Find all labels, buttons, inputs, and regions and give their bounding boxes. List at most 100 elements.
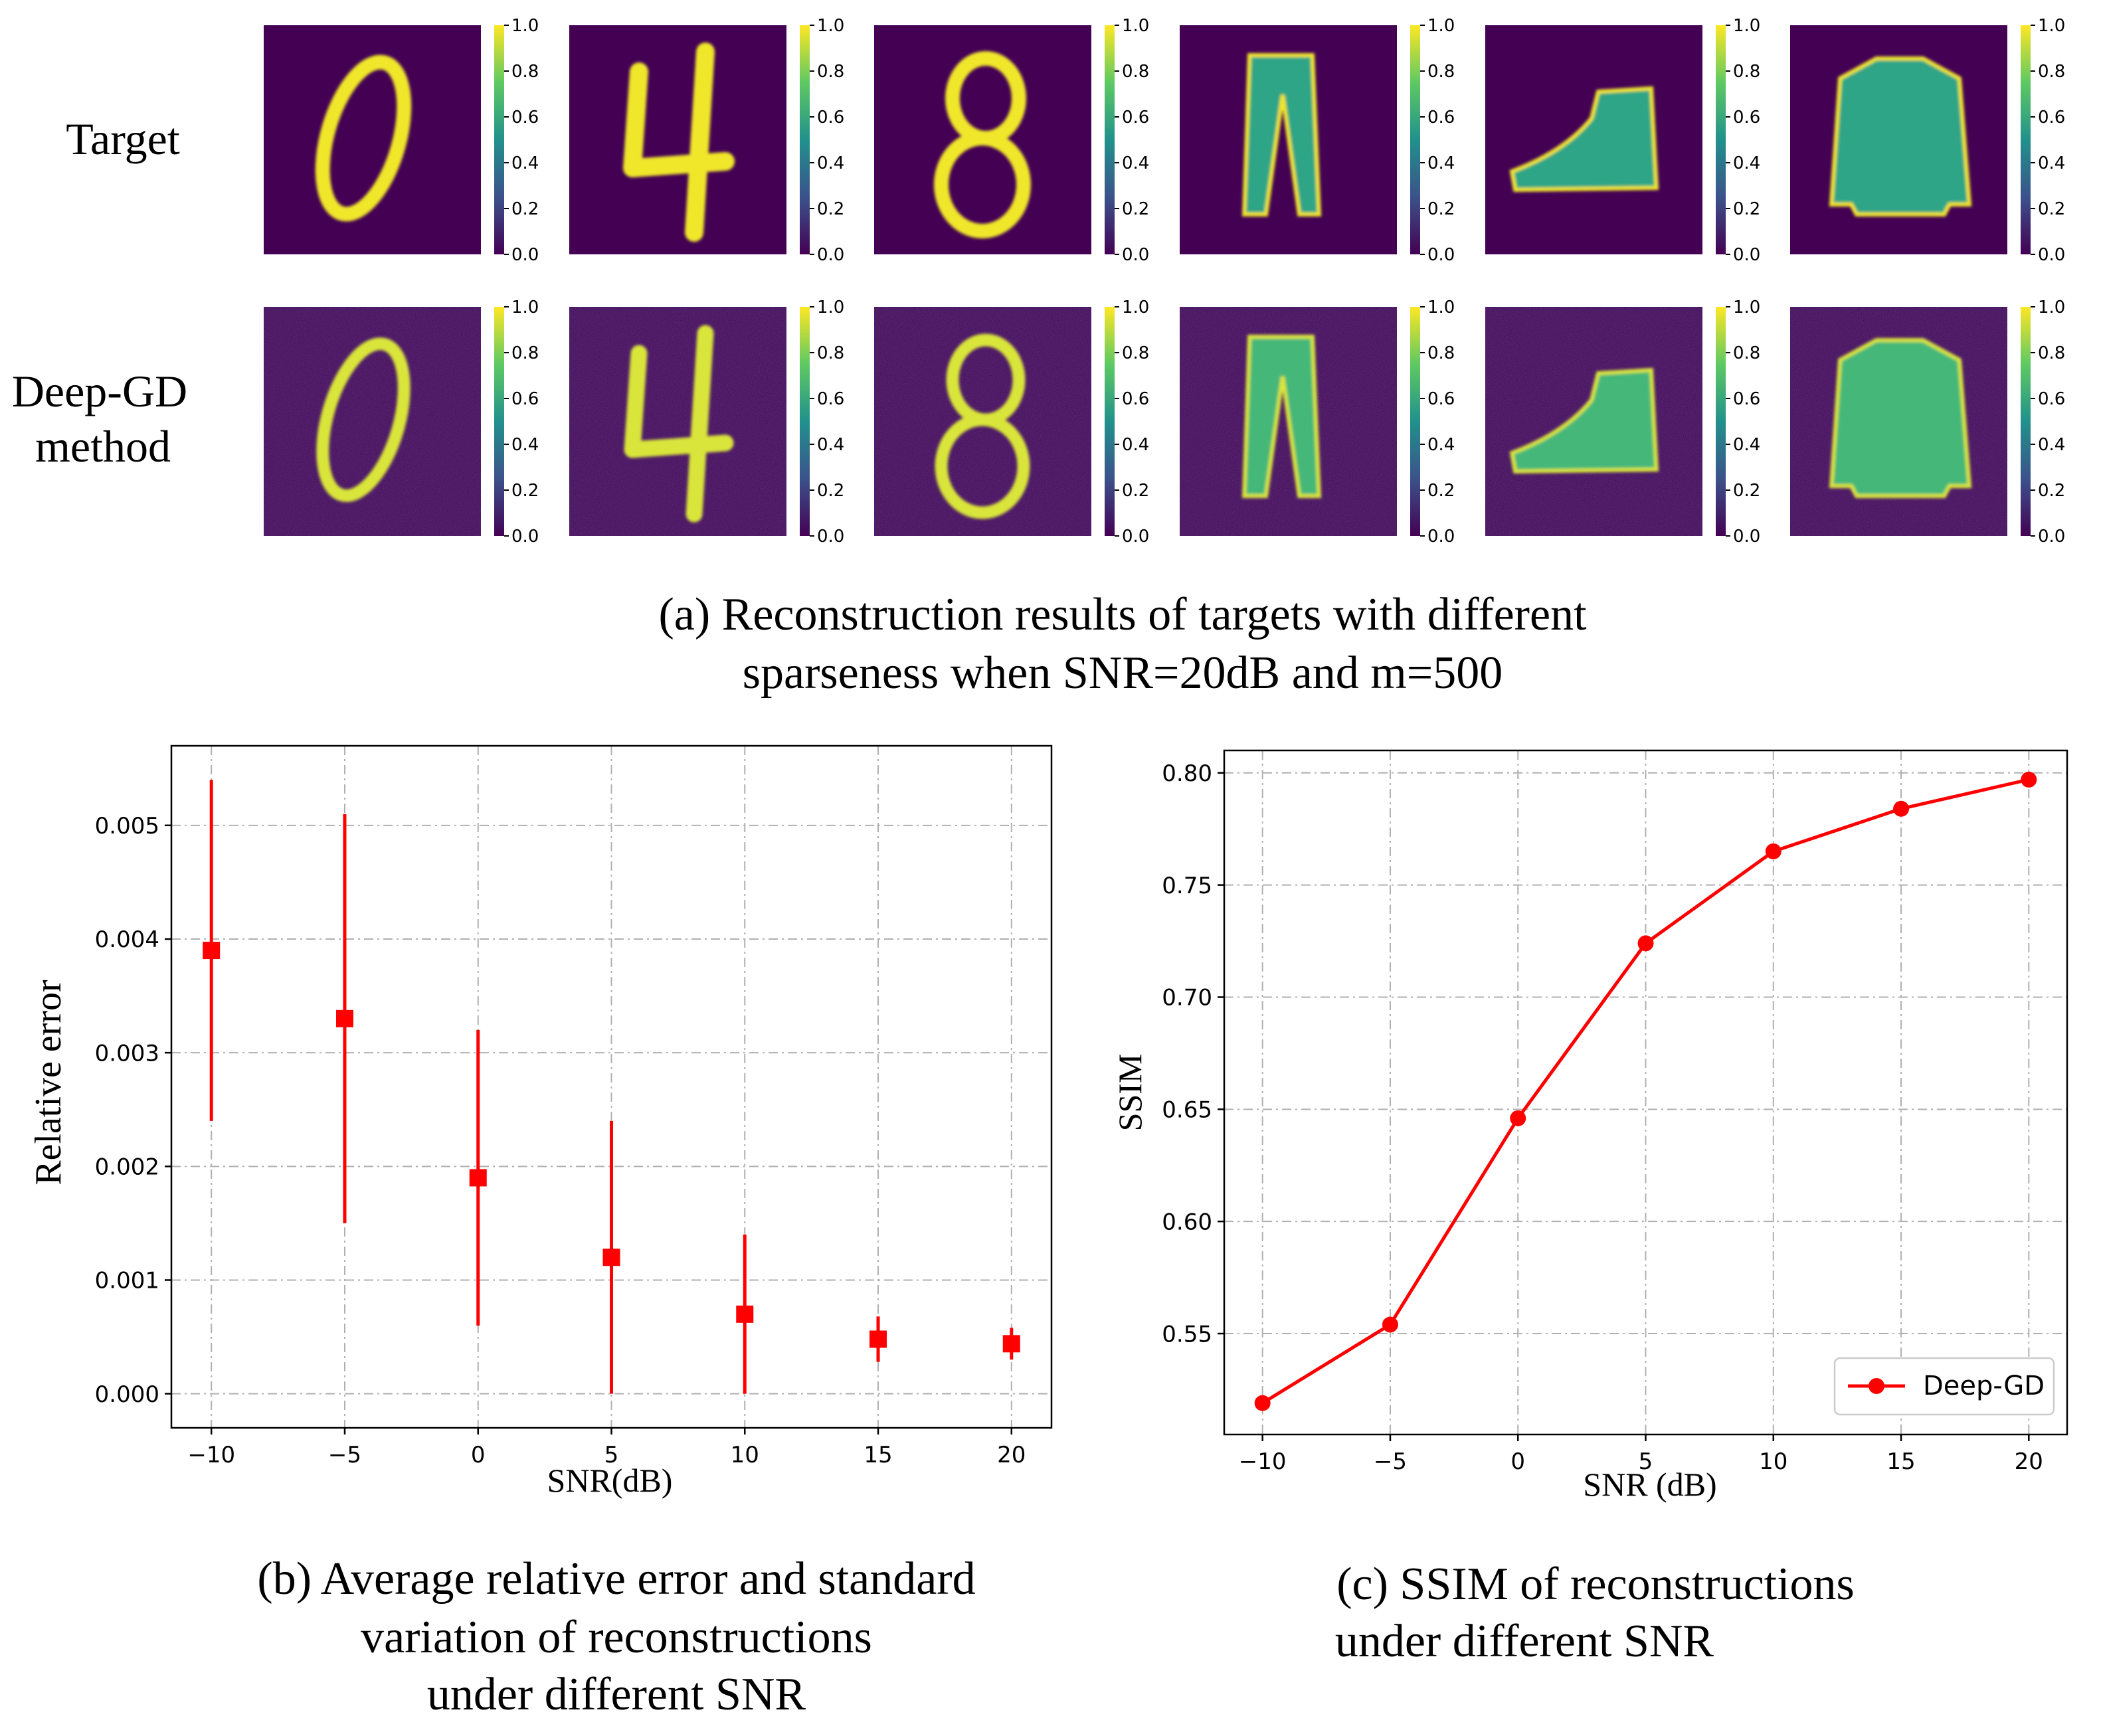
target-digit-0-tile: 0.0 0.2 0.4 0.6 0.8 1.0: [264, 16, 539, 265]
colorbar-tick-label: 0.4: [817, 435, 844, 455]
garment: [1829, 56, 1972, 217]
colorbar-tick-label: 0.2: [1122, 481, 1149, 501]
colorbar: [494, 25, 504, 254]
colorbar-tick-label: 0.6: [1427, 389, 1455, 409]
colorbar-tick-label: 0.8: [2038, 62, 2065, 82]
colorbar-tick-label: 0.6: [1122, 389, 1149, 409]
colorbar-tick-label: 0.4: [2038, 153, 2065, 173]
colorbar: [1105, 307, 1115, 536]
x-tick-label: 20: [2015, 1448, 2043, 1475]
colorbar-tick-label: 0.6: [817, 389, 844, 409]
x-tick-label: −10: [187, 1442, 235, 1468]
colorbar-tick-label: 0.0: [511, 245, 539, 265]
colorbar-tick-label: 1.0: [1427, 298, 1455, 317]
colorbar-tick-label: 1.0: [2038, 298, 2065, 317]
colorbar-tick-label: 0.4: [1427, 435, 1455, 455]
pullover-shape: [1829, 56, 1972, 217]
panel-a-caption-line1: (a) Reconstruction results of targets wi…: [658, 589, 1587, 640]
data-point-square: [203, 942, 221, 960]
data-point-square: [736, 1305, 754, 1323]
data-point-circle: [1765, 843, 1781, 859]
colorbar-tick-label: 0.8: [817, 343, 844, 363]
y-tick-label: 0.001: [95, 1268, 159, 1294]
colorbar-tick-label: 0.6: [1427, 108, 1455, 128]
tiles-layer: 0.00.20.40.60.81.00.00.20.40.60.81.00.00…: [264, 16, 2065, 547]
colorbar-tick-label: 0.4: [2038, 435, 2065, 455]
colorbar-tick-label: 0.2: [817, 199, 844, 219]
glyph-stroke: [935, 413, 1030, 519]
colorbar-tick-label: 0.2: [817, 481, 844, 501]
colorbar-tick-label: 0.2: [1122, 199, 1149, 219]
target-digit-4-tile: 0.0 0.2 0.4 0.6 0.8 1.0: [569, 16, 844, 265]
x-tick-label: −10: [1239, 1448, 1287, 1475]
ssim-chart: −10 −5 0 5 10 15 20 0.55 0.60 0.65 0.70 0.75 0.80 Dee…: [1162, 749, 2068, 1475]
digit-4-shape: [624, 325, 734, 523]
y-tick-label: 0.70: [1162, 985, 1212, 1011]
panel-c-ylabel: SSIM: [1111, 1054, 1148, 1132]
colorbar-tick-label: 0.6: [511, 389, 539, 409]
deep-gd-ankle-boot-tile: 0.0 0.2 0.4 0.6 0.8 1.0: [1485, 298, 1760, 547]
panel-c-ssim: −10 −5 0 5 10 15 20 0.55 0.60 0.65 0.70 0.75 0.80 Dee…: [1111, 749, 2068, 1667]
colorbar-tick-label: 0.6: [2038, 389, 2065, 409]
colorbar-tick-label: 0.6: [511, 108, 539, 128]
x-tick-label: 0: [1510, 1448, 1525, 1475]
colorbar-tick-label: 0.6: [1122, 108, 1149, 128]
colorbar-tick-label: 0.0: [1122, 245, 1149, 265]
colorbar-tick-label: 0.8: [817, 62, 844, 82]
colorbar-tick-label: 0.8: [511, 343, 539, 363]
glyph-stroke: [934, 131, 1031, 238]
x-tick-label: 5: [1639, 1448, 1653, 1475]
colorbar-tick-label: 0.2: [2038, 481, 2065, 501]
colorbar-tick-label: 0.8: [1122, 62, 1149, 82]
data-point-square: [869, 1330, 887, 1348]
colorbar: [1105, 25, 1115, 254]
ankle-boot-shape: [1509, 86, 1659, 193]
data-point-square: [602, 1249, 620, 1266]
glyph-stroke: [624, 325, 734, 523]
garment: [1829, 338, 1972, 498]
colorbar-tick-label: 1.0: [511, 16, 539, 36]
colorbar-tick-label: 0.0: [2038, 245, 2065, 265]
panel-b-caption-line3: under different SNR: [427, 1669, 806, 1720]
colorbar: [1410, 25, 1420, 254]
colorbar-tick-label: 0.8: [1427, 62, 1455, 82]
colorbar-tick-label: 0.0: [817, 245, 844, 265]
colorbar: [800, 25, 810, 254]
colorbar: [800, 307, 810, 536]
colorbar-tick-label: 0.0: [817, 527, 844, 547]
row-label-method: method: [35, 421, 171, 472]
digit-0-shape: [316, 337, 411, 502]
colorbar-tick-label: 0.8: [1122, 343, 1149, 363]
legend-label-deep-gd: Deep-GD: [1923, 1371, 2045, 1401]
glyph-stroke: [315, 54, 412, 222]
colorbar-tick-label: 0.4: [817, 153, 844, 173]
colorbar: [1716, 25, 1726, 254]
y-tick-label: 0.005: [95, 813, 159, 839]
x-tick-label: 10: [731, 1442, 759, 1468]
glyph-stroke: [623, 43, 735, 242]
colorbar-tick-label: 1.0: [1427, 16, 1455, 36]
colorbar-tick-label: 0.8: [1427, 343, 1455, 363]
colorbar: [494, 307, 504, 536]
colorbar-tick-label: 0.4: [1122, 153, 1149, 173]
panel-b-relative-error: −10 −5 0 5 10 15 20 0.000 0.001 0.002 0.003 0.004 0.…: [28, 744, 1053, 1720]
panel-b-xlabel: SNR(dB): [547, 1462, 673, 1499]
colorbar-tick-label: 0.4: [1427, 153, 1455, 173]
colorbar-tick-label: 0.2: [511, 199, 539, 219]
image-background: [569, 25, 786, 254]
y-tick-label: 0.75: [1162, 873, 1212, 899]
colorbar-tick-label: 1.0: [511, 298, 539, 317]
colorbar-tick-label: 0.2: [1733, 481, 1760, 501]
row-label-target: Target: [66, 114, 180, 164]
y-tick-label: 0.003: [95, 1040, 159, 1067]
y-tick-label: 0.60: [1162, 1209, 1212, 1235]
colorbar-tick-label: 0.8: [511, 62, 539, 82]
colorbar-tick-label: 0.6: [2038, 108, 2065, 128]
colorbar-tick-label: 1.0: [817, 298, 844, 317]
data-point-square: [1002, 1335, 1020, 1353]
colorbar-tick-label: 0.4: [1733, 153, 1760, 173]
digit-8-shape: [934, 51, 1031, 238]
garment: [1509, 367, 1659, 474]
colorbar-tick-label: 0.0: [2038, 527, 2065, 547]
